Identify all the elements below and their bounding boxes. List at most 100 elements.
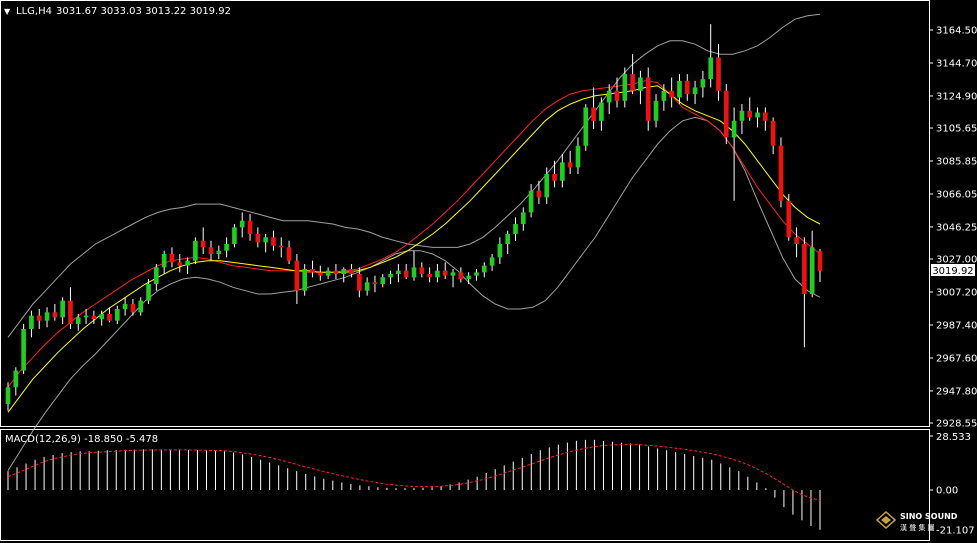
candlestick <box>700 70 706 98</box>
candle-body <box>817 251 823 271</box>
candlestick <box>638 70 643 105</box>
candle-body <box>716 57 721 91</box>
candlestick <box>372 275 378 293</box>
candlestick <box>247 214 253 241</box>
candle-body <box>130 303 136 313</box>
candlestick <box>552 160 557 188</box>
chart-header-triangle: ▼ <box>4 7 11 16</box>
candle-body <box>802 244 807 294</box>
candle-body <box>778 145 784 201</box>
candlestick <box>208 240 214 261</box>
candlestick <box>481 262 487 278</box>
candle-body <box>794 237 799 245</box>
candle-body <box>169 254 175 263</box>
candle-body <box>286 247 292 261</box>
candlestick <box>536 180 542 205</box>
candlestick <box>114 305 120 324</box>
candlestick <box>146 279 151 304</box>
moving-averages <box>7 80 821 413</box>
candle-body <box>645 77 651 121</box>
candlestick <box>731 107 737 201</box>
candlestick <box>591 87 596 130</box>
logo-name: SINO SOUND <box>900 512 958 521</box>
candle-body <box>630 74 635 91</box>
candlestick <box>739 104 745 135</box>
candlestick <box>138 297 144 316</box>
candle-body <box>544 174 550 198</box>
candle-body <box>83 315 89 318</box>
candlestick <box>560 154 565 188</box>
candle-body <box>809 247 815 294</box>
candle-body <box>474 272 479 276</box>
candle-body <box>185 260 190 266</box>
price-axis: 3164.50 3144.70 3124.90 3105.65 3085.85 3066.… <box>929 26 977 430</box>
candlestick <box>770 117 776 155</box>
candlestick <box>630 54 635 95</box>
candle-body <box>661 90 667 101</box>
candlestick <box>403 264 409 280</box>
sino-sound-logo: SINO SOUND 漢 聲 集 團 <box>875 510 958 532</box>
candle-body <box>21 328 26 371</box>
candlestick <box>294 254 300 304</box>
candlestick <box>528 184 534 218</box>
candlestick <box>606 84 612 115</box>
current-price-label: 3019.92 <box>932 266 973 277</box>
candle-body <box>208 247 214 255</box>
candle-body <box>763 112 768 121</box>
candle-body <box>13 370 19 388</box>
candle-body <box>255 234 261 243</box>
candlestick <box>802 237 807 348</box>
candlestick <box>677 74 682 105</box>
price-tick-label: 3105.65 <box>936 124 977 135</box>
candle-body <box>107 313 112 321</box>
macd-signal-line <box>7 444 821 501</box>
candlestick <box>341 267 347 283</box>
chart-symbol-title: LLG,H4 <box>16 6 52 17</box>
candle-body <box>60 300 65 318</box>
candlestick <box>224 237 229 258</box>
price-tick-label: 2947.80 <box>936 386 977 397</box>
candle-body <box>349 269 354 275</box>
candlestick <box>645 67 651 131</box>
candlestick <box>216 245 222 260</box>
candle-body <box>200 240 206 248</box>
candle-body <box>122 303 128 309</box>
candlestick <box>474 269 479 281</box>
candlestick <box>411 250 417 281</box>
price-tick-label: 3046.25 <box>936 222 977 233</box>
candlestick <box>271 230 276 251</box>
candlestick <box>193 237 198 265</box>
candle-body <box>606 90 612 103</box>
main-chart-frame <box>0 0 930 427</box>
candle-body <box>310 269 315 273</box>
candle-body <box>700 79 706 88</box>
candle-body <box>247 220 253 235</box>
price-tick-label: 3164.50 <box>936 26 977 37</box>
candle-body <box>786 200 792 238</box>
candlestick <box>599 97 604 131</box>
candlestick <box>466 272 471 285</box>
candlestick <box>278 237 284 258</box>
candlestick <box>786 194 792 241</box>
price-tick-label: 3007.20 <box>936 288 977 299</box>
candle-body <box>723 90 729 138</box>
candlestick <box>169 247 175 268</box>
candlestick <box>622 67 628 108</box>
candle-body <box>341 269 347 275</box>
price-tick-label: 3085.85 <box>936 157 977 168</box>
candlestick <box>99 310 105 326</box>
macd-tick-label: 28.533 <box>936 432 971 443</box>
candle-body <box>68 300 73 324</box>
candlestick <box>21 323 26 374</box>
candle-body <box>458 272 464 280</box>
candlestick <box>177 254 183 273</box>
candlestick <box>583 104 589 151</box>
candlestick <box>505 230 511 255</box>
candlestick <box>263 234 268 253</box>
candle-body <box>528 190 534 213</box>
candle-body <box>731 120 737 138</box>
candle-body <box>29 315 34 329</box>
candlestick <box>809 230 815 298</box>
candle-body <box>114 308 120 321</box>
